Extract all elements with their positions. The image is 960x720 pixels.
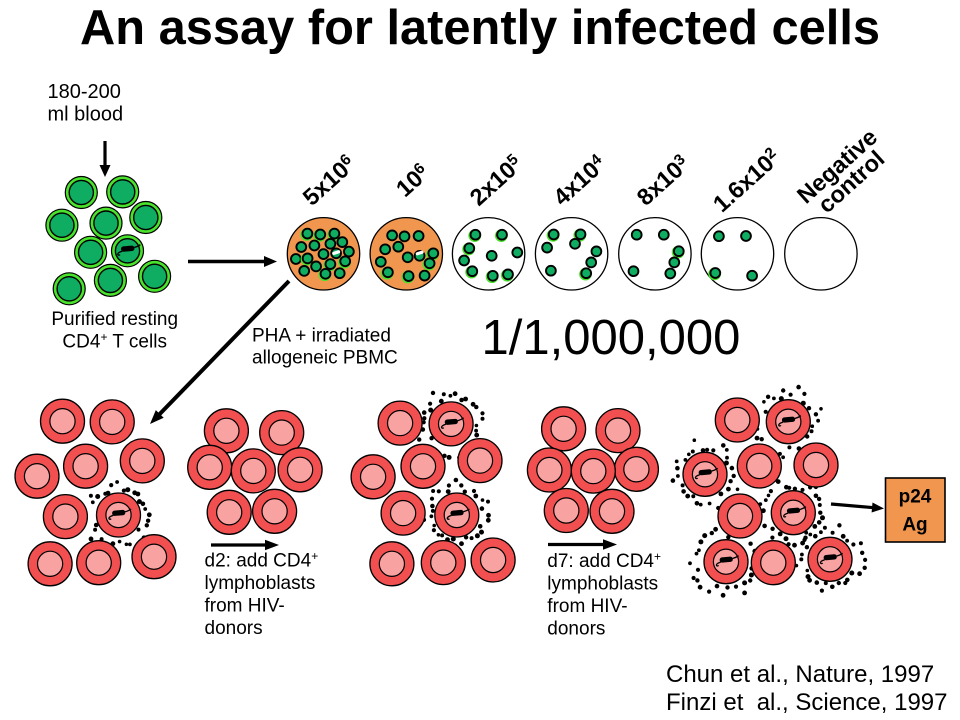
svg-text:Chun et al., Nature, 1997: Chun et al., Nature, 1997 bbox=[666, 661, 934, 688]
svg-text:CD4+ T cells: CD4+ T cells bbox=[62, 330, 167, 353]
svg-text:PHA + irradiated: PHA + irradiated bbox=[252, 326, 391, 347]
svg-text:Finzi et al., Science, 1997: Finzi et al., Science, 1997 bbox=[666, 689, 947, 716]
svg-text:ml blood: ml blood bbox=[48, 104, 124, 126]
svg-text:Ag: Ag bbox=[902, 515, 927, 536]
svg-text:from HIV-: from HIV- bbox=[547, 596, 627, 617]
svg-text:donors: donors bbox=[205, 618, 263, 639]
svg-text:180-200: 180-200 bbox=[48, 81, 121, 103]
svg-text:lymphoblasts: lymphoblasts bbox=[205, 573, 316, 594]
svg-text:d2: add CD4+: d2: add CD4+ bbox=[205, 549, 319, 572]
svg-text:from HIV-: from HIV- bbox=[205, 596, 285, 617]
svg-text:allogeneic PBMC: allogeneic PBMC bbox=[252, 348, 398, 369]
svg-text:lymphoblasts: lymphoblasts bbox=[547, 574, 658, 595]
svg-text:1/1,000,000: 1/1,000,000 bbox=[482, 311, 741, 365]
svg-text:d7: add CD4+: d7: add CD4+ bbox=[547, 550, 661, 573]
svg-text:Purified resting: Purified resting bbox=[51, 309, 178, 330]
svg-text:donors: donors bbox=[547, 619, 605, 640]
svg-text:An assay for latently infected: An assay for latently infected cells bbox=[80, 1, 880, 55]
svg-text:p24: p24 bbox=[899, 487, 932, 508]
